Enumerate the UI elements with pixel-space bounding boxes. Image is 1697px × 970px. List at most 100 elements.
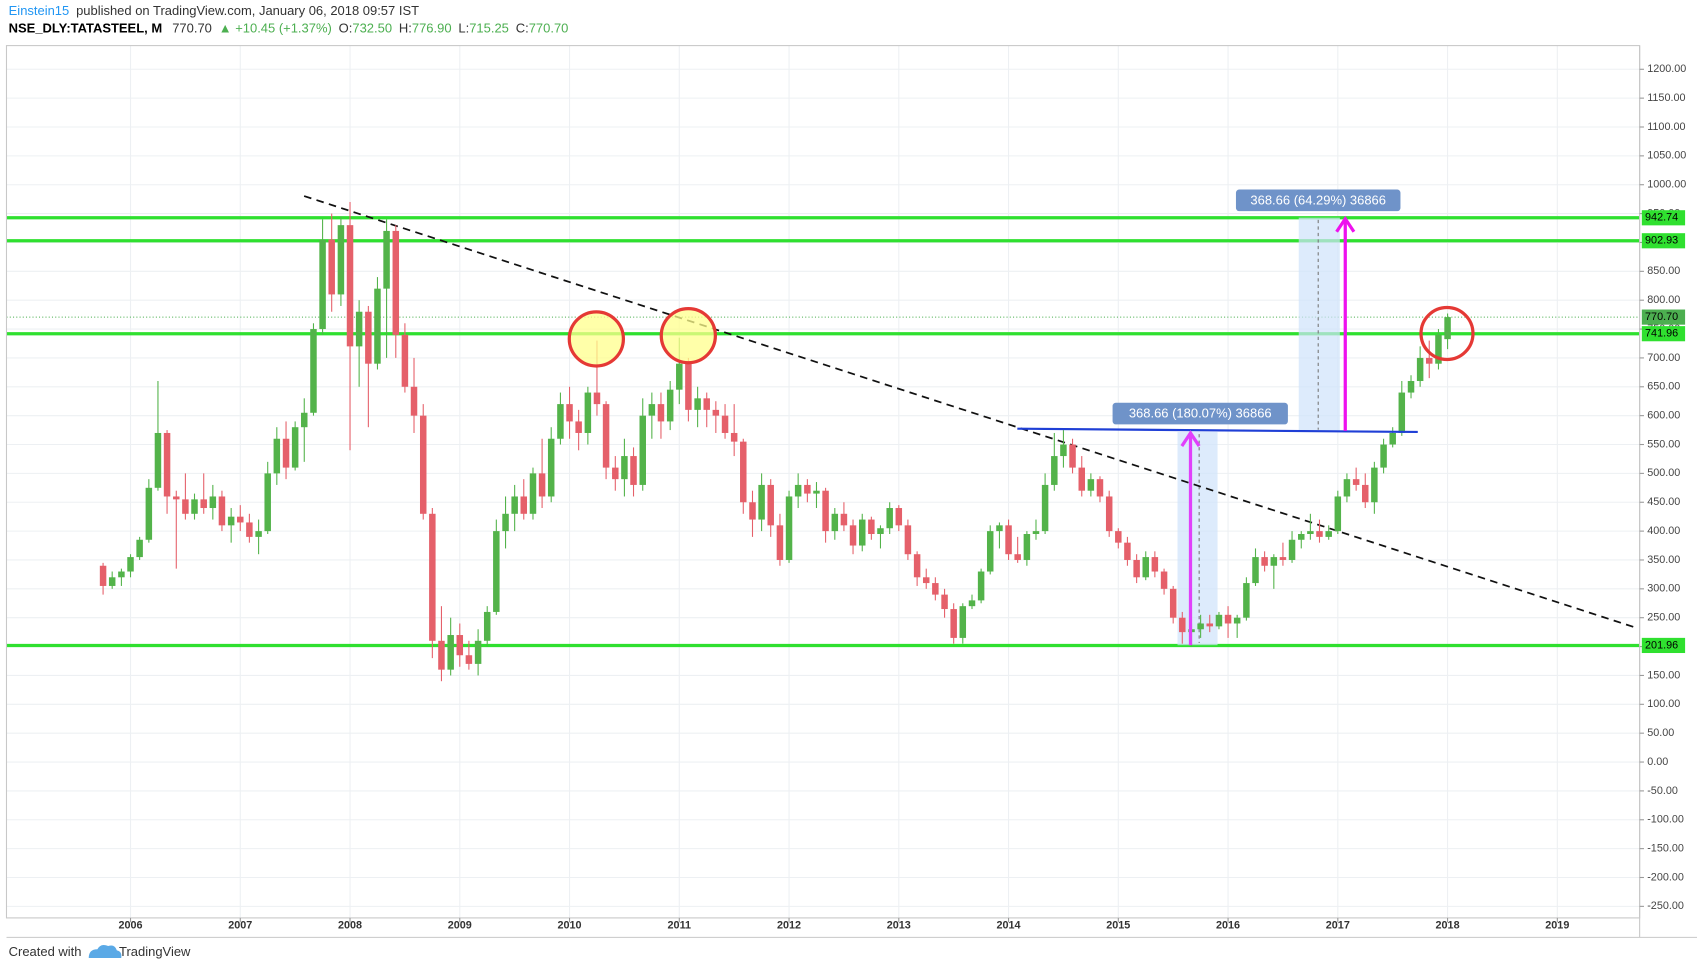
level-label-box	[1641, 233, 1686, 249]
candle-body	[1425, 357, 1433, 364]
candle-body	[1398, 392, 1406, 433]
candle-body	[1380, 444, 1387, 468]
candle-body	[1316, 531, 1323, 537]
candle-body	[1307, 531, 1314, 534]
candle-body	[108, 577, 116, 586]
candle-body	[474, 640, 482, 664]
y-tick-label: 250.00	[1647, 612, 1680, 624]
symbol: NSE_DLY:TATASTEEL, M	[9, 21, 162, 36]
logo	[88, 944, 122, 958]
candle-body	[794, 484, 802, 497]
candle-body	[547, 438, 555, 497]
candle-body	[264, 473, 271, 532]
y-tick-label: 700.00	[1647, 352, 1680, 364]
candle-body	[1343, 479, 1351, 497]
candle-body	[237, 516, 244, 523]
candle-body	[877, 528, 884, 534]
candle-body	[1115, 531, 1122, 543]
candle-body	[310, 329, 317, 413]
candle-body	[612, 467, 619, 480]
x-tick-label: 2011	[668, 919, 691, 931]
candle-body	[712, 409, 720, 416]
highlight-circle	[1419, 305, 1475, 362]
x-tick-label: 2017	[1326, 919, 1350, 931]
candle-body	[419, 415, 427, 514]
candle-body	[447, 635, 454, 670]
change: ▲ +10.45 (+1.37%)	[219, 21, 332, 36]
candle-body	[922, 577, 930, 584]
x-tick-label: 2019	[1545, 919, 1569, 931]
candle-body	[895, 508, 903, 526]
candle-body	[1243, 583, 1250, 618]
plot: 368.66 (180.07%) 36866 368.66 (64.29%) 36…	[6, 189, 1640, 682]
y-tick-label: 400.00	[1647, 525, 1680, 537]
candle-body	[1352, 479, 1360, 485]
candle-body	[200, 499, 207, 509]
candle-body	[1261, 557, 1268, 566]
candle-body	[804, 484, 811, 494]
candle-body	[438, 640, 445, 670]
candle-body	[163, 432, 171, 497]
ohlc-value: 732.50	[352, 21, 392, 36]
candle-body	[1151, 557, 1159, 572]
candle-body	[584, 392, 592, 433]
author[interactable]: Einstein15	[9, 3, 70, 18]
candle-body	[749, 502, 756, 520]
y-tick-label: 50.00	[1647, 727, 1674, 739]
candle-body	[374, 288, 381, 364]
candle-body	[511, 496, 518, 514]
candle-body	[904, 525, 912, 555]
candle-body	[1407, 381, 1415, 393]
candle-body	[383, 230, 390, 289]
candle-body	[1069, 444, 1076, 468]
footer-brand[interactable]: TradingView	[119, 944, 191, 959]
candle-body	[776, 525, 784, 560]
highlight-circle	[659, 306, 718, 365]
axes: -250.00 -200.00 -150.00 -100.00 -50.00 0.00 50…	[5, 45, 1697, 938]
x-tick-label: 2018	[1436, 919, 1460, 931]
last-price-label-box	[1641, 309, 1686, 325]
candle-body	[319, 239, 326, 330]
measure-label: 368.66 (180.07%) 36866	[1129, 406, 1272, 421]
y-tick-label: 450.00	[1647, 496, 1680, 508]
y-tick-label: 650.00	[1647, 381, 1680, 393]
candle-body	[648, 404, 656, 416]
candle-body	[968, 600, 976, 607]
x-tick-label: 2008	[338, 919, 362, 931]
candle-body	[996, 525, 1003, 532]
candle-body	[1032, 531, 1040, 534]
candle-body	[1142, 557, 1149, 578]
y-tick-label: 300.00	[1647, 583, 1680, 595]
ohlc-value: 776.90	[412, 21, 452, 36]
candle-body	[392, 230, 400, 335]
highlight-circle	[567, 310, 626, 368]
candle-body	[273, 438, 281, 474]
level-label: 741.96	[1645, 328, 1678, 340]
candle-body	[1288, 539, 1296, 560]
candle-body	[1197, 623, 1204, 630]
candle-body	[1014, 554, 1021, 560]
header-line: Einstein15 published on TradingView.com,…	[9, 3, 419, 18]
y-tick-label: -150.00	[1647, 842, 1684, 854]
candle-body	[191, 499, 198, 514]
candle-body	[703, 398, 710, 410]
candle-body	[282, 438, 290, 468]
candle-body	[740, 441, 747, 503]
candle-body	[1233, 617, 1241, 624]
candle-body	[1325, 531, 1332, 537]
candle-body	[959, 606, 967, 638]
ohlc-key: C:	[516, 21, 529, 36]
candle-body	[1334, 496, 1342, 532]
y-tick-label: 600.00	[1647, 410, 1680, 422]
candle-body	[621, 456, 628, 480]
candle-body	[1389, 432, 1396, 445]
candle-body	[986, 531, 994, 572]
arrow-head	[1180, 430, 1201, 447]
y-tick-label: -250.00	[1647, 900, 1684, 912]
candle-body	[694, 398, 701, 410]
candle-body	[1270, 557, 1278, 566]
candle-body	[1096, 479, 1104, 497]
x-tick-label: 2012	[777, 919, 801, 931]
candle-body	[337, 225, 345, 295]
